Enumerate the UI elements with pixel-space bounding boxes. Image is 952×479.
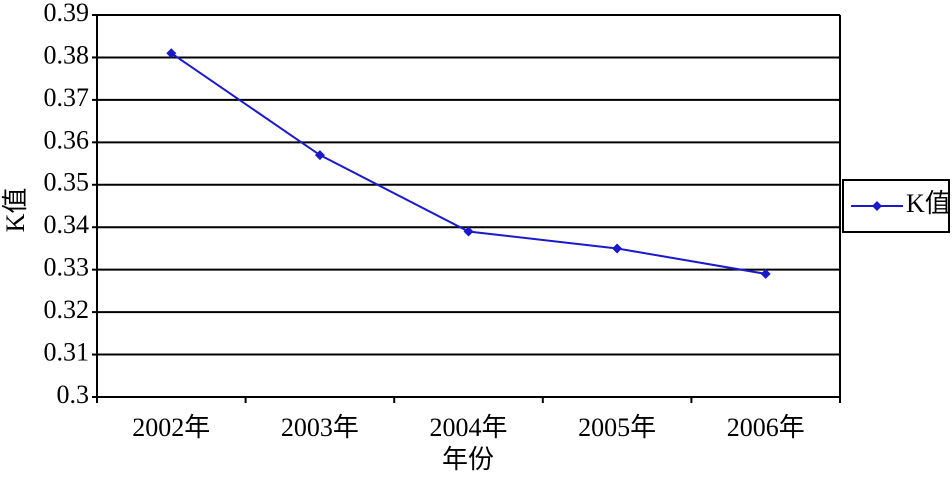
x-tick-label: 2002年 [132,413,210,442]
y-tick-label: 0.33 [44,253,90,282]
marker [166,48,177,59]
legend-label: K值 [906,189,951,218]
y-tick-label: 0.34 [44,210,90,239]
marker [314,150,325,161]
x-tick-label: 2005年 [578,413,656,442]
y-tick-label: 0.32 [44,295,90,324]
y-tick-label: 0.36 [44,125,90,154]
x-tick-label: 2006年 [727,413,805,442]
marker [760,268,771,279]
series-line [170,52,766,275]
x-axis-label: 年份 [442,445,494,474]
y-tick-label: 0.31 [44,338,90,367]
marker [612,243,623,254]
marker [463,226,474,237]
y-tick-label: 0.35 [44,168,90,197]
x-tick-label: 2004年 [429,413,507,442]
legend-marker [872,201,882,211]
y-axis-label: K值 [1,188,30,233]
y-tick-label: 0.39 [44,0,90,27]
y-tick-label: 0.37 [44,83,90,112]
y-tick-label: 0.3 [57,380,90,409]
y-tick-label: 0.38 [44,40,90,69]
x-tick-label: 2003年 [281,413,359,442]
